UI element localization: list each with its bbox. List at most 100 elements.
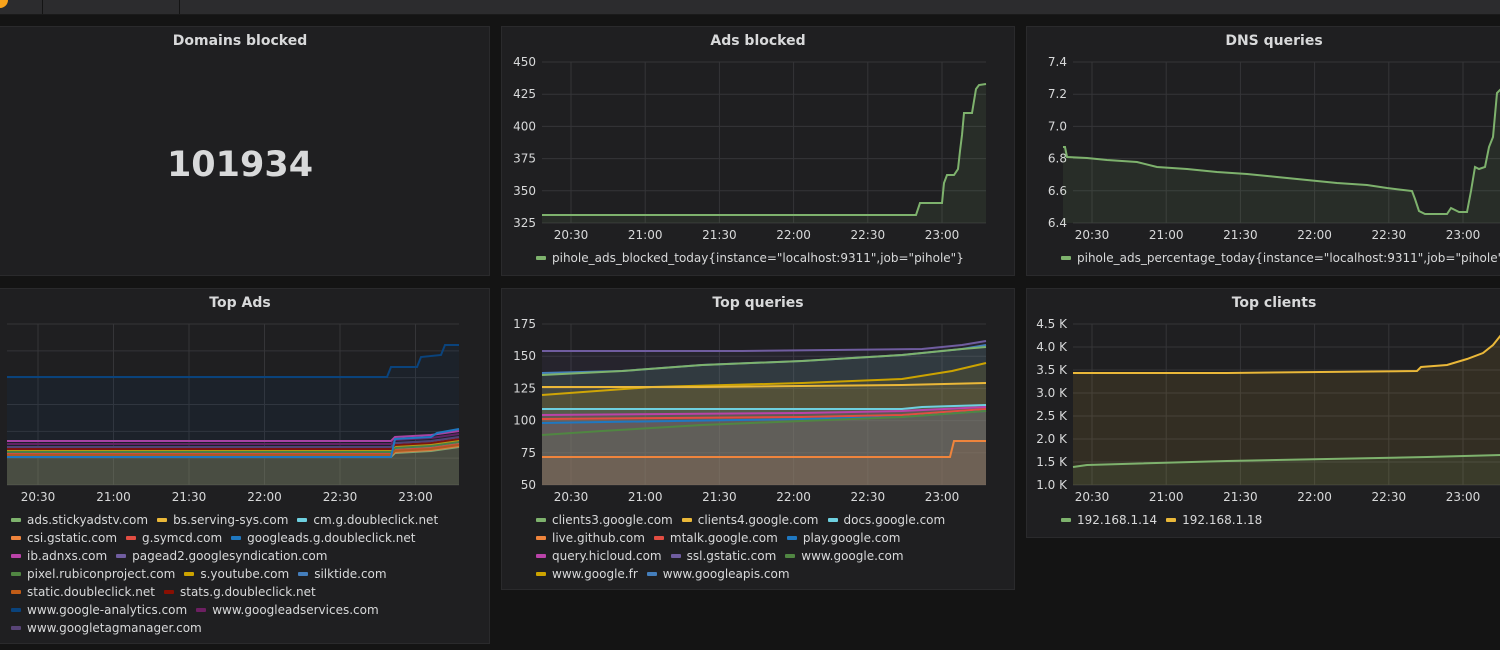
legend-item[interactable]: pihole_ads_blocked_today{instance="local… [536, 249, 964, 267]
legend-item[interactable]: play.google.com [786, 529, 900, 547]
top-queries-series-line[interactable] [542, 382, 987, 388]
top-queries-series-line[interactable] [542, 340, 987, 352]
legend-item[interactable]: googleads.g.doubleclick.net [231, 529, 415, 547]
top-queries-series-line[interactable] [542, 404, 987, 410]
legend-item[interactable]: 192.168.1.14 [1061, 511, 1157, 529]
panel-title[interactable]: Ads blocked [710, 33, 806, 49]
top-queries-series-area [542, 411, 986, 485]
client-series-line[interactable] [1072, 454, 1500, 468]
panel-dns-queries[interactable]: DNS queries 7.4 7.2 7.0 6.8 6.6 6.4 20:30 21:00… [1026, 26, 1500, 276]
y-tick-label: 425 [513, 87, 536, 101]
legend-item[interactable]: g.symcd.com [126, 529, 222, 547]
legend-item[interactable]: static.doubleclick.net [11, 583, 155, 601]
x-tick-label: 20:30 [554, 228, 589, 242]
dns-queries-series-line[interactable] [1063, 88, 1500, 215]
legend-item[interactable]: www.googletagmanager.com [11, 619, 202, 637]
top-queries-series-area [542, 441, 986, 485]
legend-item[interactable]: mtalk.google.com [653, 529, 778, 547]
legend-item[interactable]: clients3.google.com [536, 511, 673, 529]
legend-item[interactable]: ads.stickyadstv.com [11, 511, 148, 529]
legend-item[interactable]: pagead2.googlesyndication.com [116, 547, 327, 565]
panel-domains-blocked[interactable]: Domains blocked 101934 [0, 26, 490, 276]
dns-queries-graph[interactable]: 7.4 7.2 7.0 6.8 6.6 6.4 20:30 21:00 21:30 22:00 22… [1027, 27, 1500, 277]
legend-item[interactable]: stats.g.doubleclick.net [163, 583, 316, 601]
panel-title[interactable]: Domains blocked [172, 33, 308, 49]
legend-item[interactable]: bs.serving-sys.com [157, 511, 288, 529]
top-ads-series-line[interactable] [7, 438, 460, 450]
legend-item[interactable]: query.hicloud.com [536, 547, 662, 565]
legend-label: ads.stickyadstv.com [27, 513, 149, 527]
legend-swatch [536, 571, 546, 576]
top-ads-series-line[interactable] [7, 444, 460, 456]
top-ads-series-line[interactable] [7, 428, 460, 458]
legend-item[interactable]: pixel.rubiconproject.com [11, 565, 175, 583]
panel-top-clients[interactable]: Top clients 4.5 K 4.0 K 3.5 K 3.0 K 2.5 K 2.0… [1026, 288, 1500, 538]
legend-item[interactable]: clients4.google.com [681, 511, 819, 529]
legend-item[interactable]: www.google.fr [536, 565, 638, 583]
top-queries-series-area [542, 411, 986, 485]
panel-title[interactable]: Top Ads [209, 295, 271, 311]
legend-item[interactable]: csi.gstatic.com [11, 529, 117, 547]
x-tick-label: 21:30 [702, 228, 737, 242]
top-ads-graph[interactable]: 20:30 21:00 21:30 22:00 22:30 23:00 [0, 289, 491, 509]
top-ads-series-line[interactable] [7, 441, 460, 453]
top-navbar [0, 0, 1500, 15]
legend-label: ssl.gstatic.com [686, 549, 777, 563]
legend-item[interactable]: s.youtube.com [184, 565, 289, 583]
panel-top-ads[interactable]: Top Ads 20:30 21:00 21:30 22:00 22:30 23:00 a… [0, 288, 490, 644]
panel-title[interactable]: DNS queries [1225, 33, 1323, 49]
legend-item[interactable]: ib.adnxs.com [11, 547, 107, 565]
navbar-separator [179, 0, 180, 14]
legend-label: pihole_ads_blocked_today{instance="local… [552, 251, 964, 265]
legend-label: www.googleapis.com [662, 567, 790, 581]
legend-item[interactable]: www.google-analytics.com [11, 601, 187, 619]
graph-legend: pihole_ads_percentage_today{instance="lo… [1061, 249, 1500, 267]
legend-item[interactable]: 192.168.1.18 [1166, 511, 1262, 529]
x-tick-label: 22:30 [323, 490, 358, 504]
legend-label: cm.g.doubleclick.net [313, 513, 439, 527]
y-tick-label: 50 [521, 478, 536, 492]
x-tick-label: 21:00 [628, 228, 663, 242]
top-queries-series-line[interactable] [541, 408, 987, 420]
y-tick-label: 3.0 K [1036, 386, 1068, 400]
client-series-line[interactable] [1073, 334, 1500, 374]
top-queries-series-area [542, 405, 986, 485]
legend-swatch [646, 571, 657, 576]
top-ads-series-line[interactable] [7, 430, 460, 442]
top-ads-series-line[interactable] [7, 344, 459, 378]
panel-ads-blocked[interactable]: Ads blocked 450 425 400 375 350 325 20:30 21:00… [501, 26, 1015, 276]
top-queries-series-line[interactable] [541, 362, 987, 396]
y-tick-label: 75 [521, 446, 536, 460]
legend-item[interactable]: www.google.com [785, 547, 904, 565]
top-queries-series-area [542, 407, 986, 485]
legend-item[interactable]: www.googleadservices.com [196, 601, 379, 619]
panel-title[interactable]: Top queries [712, 295, 804, 311]
y-tick-label: 400 [513, 119, 536, 133]
legend-item[interactable]: www.googleapis.com [646, 565, 790, 583]
panel-top-queries[interactable]: Top queries 175 150 125 100 75 50 20:30 21:00 21… [501, 288, 1015, 590]
top-clients-graph[interactable]: 4.5 K 4.0 K 3.5 K 3.0 K 2.5 K 2.0 K 1.5 K 1.0 K… [1027, 289, 1500, 509]
ads-blocked-series-line[interactable] [542, 83, 987, 216]
legend-label: mtalk.google.com [669, 531, 778, 545]
dns-queries-series-area [1063, 90, 1500, 223]
legend-label: www.google.fr [552, 567, 638, 581]
legend-item[interactable]: silktide.com [298, 565, 387, 583]
top-queries-series-line[interactable] [541, 346, 987, 376]
top-queries-series-line[interactable] [541, 406, 987, 416]
y-tick-label: 4.0 K [1036, 340, 1068, 354]
grafana-logo-icon[interactable] [0, 0, 8, 8]
top-queries-graph[interactable]: 175 150 125 100 75 50 20:30 21:00 21:30 22:00 22:3… [502, 289, 1016, 509]
legend-item[interactable]: live.github.com [536, 529, 645, 547]
legend-swatch [196, 607, 207, 612]
legend-label: docs.google.com [843, 513, 946, 527]
legend-item[interactable]: docs.google.com [827, 511, 946, 529]
ads-blocked-graph[interactable]: 450 425 400 375 350 325 20:30 21:00 21:30 22:00 22… [502, 27, 1016, 277]
legend-item[interactable]: pihole_ads_percentage_today{instance="lo… [1061, 249, 1500, 267]
legend-label: clients4.google.com [697, 513, 819, 527]
panel-title[interactable]: Top clients [1231, 295, 1317, 311]
legend-item[interactable]: ssl.gstatic.com [670, 547, 777, 565]
legend-item[interactable]: cm.g.doubleclick.net [297, 511, 438, 529]
top-queries-series-line[interactable] [541, 410, 987, 436]
top-queries-series-line[interactable] [542, 440, 986, 458]
graph-legend: ads.stickyadstv.com bs.serving-sys.com cm.… [11, 511, 481, 637]
